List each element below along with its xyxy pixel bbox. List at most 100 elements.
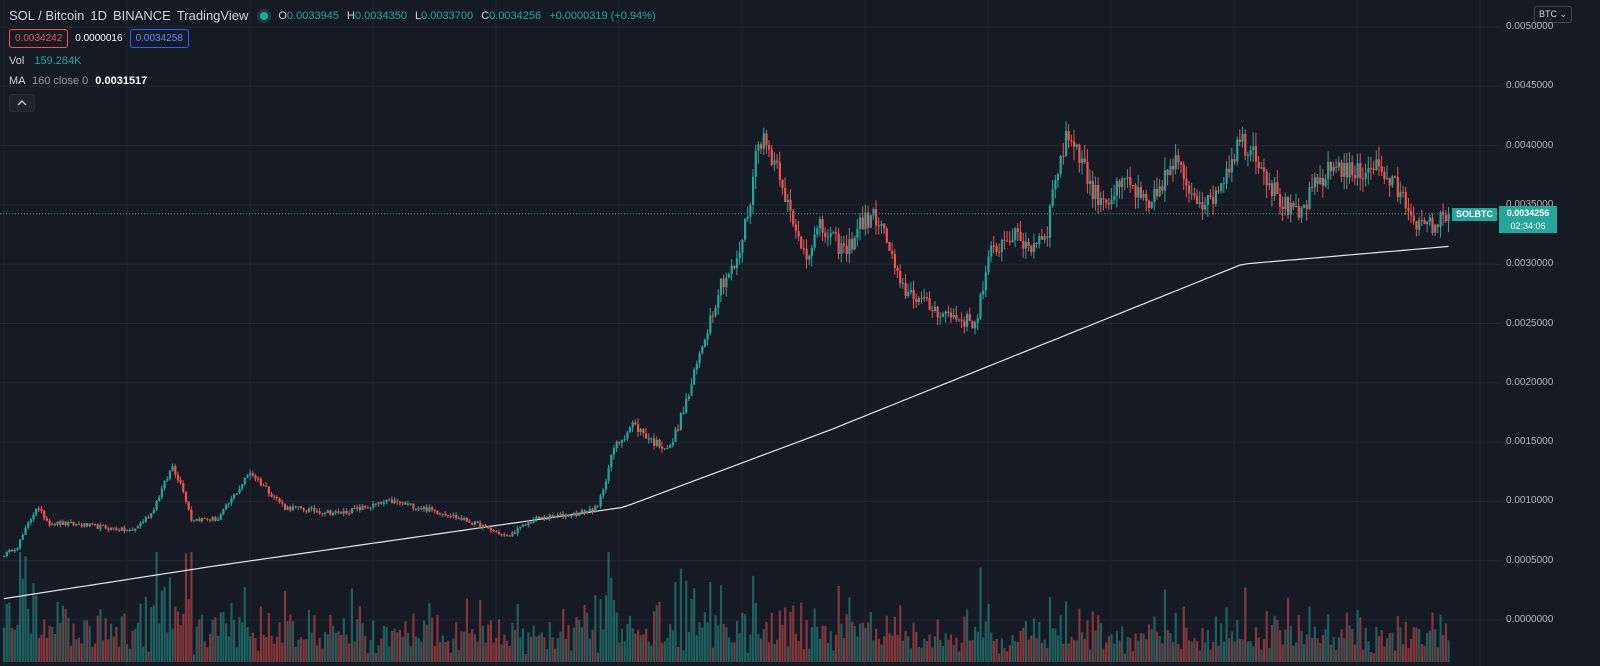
volume-bar bbox=[278, 622, 281, 662]
chevron-down-icon: ⌄ bbox=[1559, 9, 1567, 19]
volume-bar bbox=[406, 632, 410, 662]
volume-bar bbox=[519, 637, 522, 662]
buy-price-button[interactable]: 0.0034258 bbox=[129, 29, 189, 48]
volume-bar bbox=[1158, 635, 1161, 662]
candle-body bbox=[1081, 158, 1084, 163]
currency-selector[interactable]: BTC ⌄ bbox=[1533, 6, 1572, 23]
candle-body bbox=[1048, 205, 1052, 238]
volume-bar bbox=[35, 595, 38, 662]
candle-body bbox=[995, 245, 998, 252]
volume-bar bbox=[711, 647, 715, 662]
volume-bar bbox=[532, 625, 535, 662]
price-axis-label: 0.0030000 bbox=[1506, 258, 1554, 270]
candle-body bbox=[527, 522, 530, 525]
volume-bar bbox=[976, 631, 979, 662]
candle-body bbox=[845, 245, 848, 255]
candle-body bbox=[131, 529, 134, 531]
volume-bar bbox=[762, 629, 765, 662]
candle-body bbox=[37, 508, 40, 510]
volume-bar bbox=[13, 629, 16, 662]
candle-body bbox=[176, 474, 180, 481]
candle-body bbox=[904, 282, 907, 296]
volume-bar bbox=[551, 637, 554, 662]
volume-bar bbox=[1174, 612, 1177, 662]
volume-legend[interactable]: Vol 159.284K bbox=[9, 55, 81, 67]
volume-bar bbox=[8, 602, 11, 662]
candle-body bbox=[471, 522, 474, 525]
volume-bar bbox=[166, 632, 169, 662]
volume-bar bbox=[669, 623, 672, 662]
volume-bar bbox=[647, 641, 650, 662]
volume-bar bbox=[1337, 637, 1340, 662]
volume-bar bbox=[43, 619, 46, 662]
volume-bar bbox=[1083, 638, 1086, 662]
volume-bar bbox=[332, 625, 335, 662]
volume-bar bbox=[1161, 643, 1164, 662]
volume-bar bbox=[966, 609, 969, 662]
volume-bar bbox=[637, 629, 640, 662]
volume-bar bbox=[845, 614, 848, 662]
interval[interactable]: 1D bbox=[90, 8, 108, 23]
volume-bar bbox=[516, 604, 519, 662]
candle-body bbox=[1105, 199, 1108, 204]
volume-bar bbox=[1361, 649, 1365, 662]
candle-body bbox=[5, 552, 8, 557]
volume-bar bbox=[420, 641, 423, 662]
volume-bar bbox=[543, 637, 546, 662]
candle-body bbox=[29, 519, 32, 523]
pair-name[interactable]: SOL / Bitcoin bbox=[9, 8, 85, 23]
volume-bar bbox=[717, 625, 720, 662]
candle-body bbox=[1190, 193, 1193, 195]
candle-body bbox=[345, 511, 348, 514]
candle-body bbox=[1297, 206, 1300, 218]
candle-body bbox=[765, 133, 768, 146]
candle-body bbox=[21, 534, 24, 540]
candle-body bbox=[1046, 236, 1049, 238]
candle-body bbox=[369, 507, 372, 509]
candle-body bbox=[976, 318, 979, 323]
sell-price-button[interactable]: 0.0034242 bbox=[9, 29, 69, 48]
candle-body bbox=[768, 145, 771, 150]
volume-bar bbox=[83, 620, 86, 662]
volume-bar bbox=[626, 624, 629, 662]
volume-bar bbox=[800, 602, 803, 662]
candle-body bbox=[492, 530, 495, 532]
volume-bar bbox=[679, 568, 682, 662]
candle-body bbox=[1324, 179, 1327, 186]
volume-bar bbox=[655, 605, 658, 662]
candle-body bbox=[626, 432, 629, 439]
candle-body bbox=[883, 223, 886, 229]
candle-body bbox=[837, 233, 840, 254]
candle-body bbox=[936, 306, 939, 318]
volume-bar bbox=[521, 628, 525, 662]
volume-bar bbox=[281, 642, 284, 662]
candle-body bbox=[505, 535, 509, 537]
volume-bar bbox=[463, 631, 466, 662]
volume-bar bbox=[1188, 640, 1191, 662]
candle-body bbox=[1300, 207, 1303, 218]
collapse-legend-button[interactable] bbox=[9, 94, 35, 112]
candle-body bbox=[1423, 220, 1426, 225]
volume-bar bbox=[599, 599, 602, 662]
volume-bar bbox=[556, 638, 559, 662]
candle-body bbox=[83, 523, 86, 527]
volume-bar bbox=[1273, 615, 1276, 662]
candle-body bbox=[126, 530, 129, 532]
candle-body bbox=[158, 497, 161, 501]
ma-legend[interactable]: MA 160 close 0 0.0031517 bbox=[9, 75, 147, 87]
volume-bar bbox=[313, 615, 316, 662]
volume-bar bbox=[128, 648, 131, 662]
volume-bar bbox=[971, 639, 974, 662]
volume-value: 159.284K bbox=[34, 55, 82, 67]
volume-bar bbox=[345, 634, 348, 662]
market-status-icon bbox=[260, 12, 269, 20]
volume-bar bbox=[872, 640, 875, 662]
candle-body bbox=[75, 524, 78, 526]
candle-body bbox=[1177, 155, 1180, 163]
candle-body bbox=[152, 509, 155, 514]
volume-bar bbox=[907, 636, 910, 662]
candle-body bbox=[1032, 243, 1036, 252]
candle-body bbox=[401, 502, 404, 504]
volume-bar bbox=[1172, 642, 1175, 662]
